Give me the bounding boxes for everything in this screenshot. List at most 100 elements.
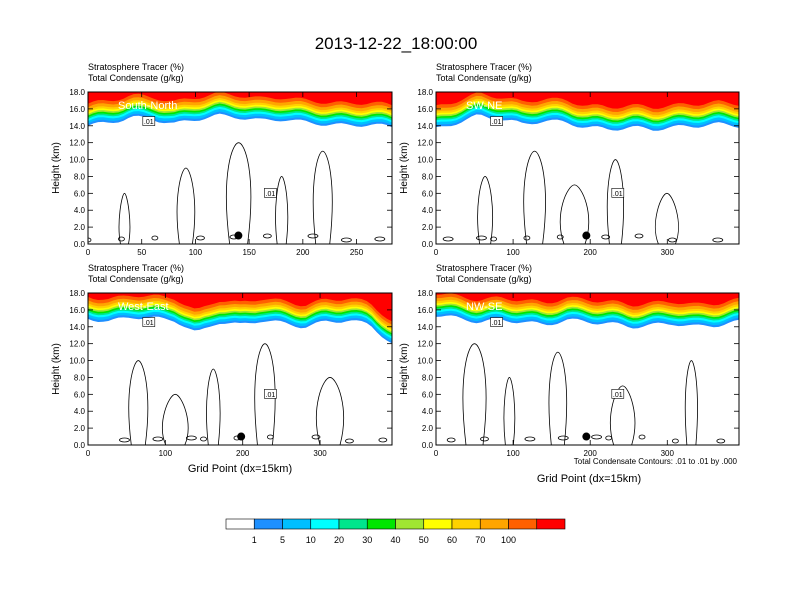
x-tick-label: 200 <box>584 248 598 257</box>
tracer-band <box>436 293 739 307</box>
contour-blob <box>185 435 197 441</box>
contour-blob <box>591 434 602 440</box>
contour-line <box>684 360 698 445</box>
contour-blob <box>200 436 207 442</box>
y-tick-label: 4.0 <box>422 407 434 416</box>
contour-blob <box>638 434 646 440</box>
contour-line <box>118 192 131 244</box>
colorbar-label: 20 <box>334 535 344 545</box>
contour-blob <box>311 434 321 440</box>
y-tick-label: 14.0 <box>417 323 433 332</box>
contour-blob <box>374 236 386 242</box>
tracer-field <box>436 293 739 329</box>
tracer-field <box>436 92 739 131</box>
contour-note: Total Condensate Contours: .01 to .01 by… <box>574 457 738 466</box>
y-tick-label: 6.0 <box>422 189 434 198</box>
y-tick-label: 16.0 <box>69 306 85 315</box>
x-tick-label: 50 <box>137 248 146 257</box>
contour-blob <box>490 236 497 242</box>
y-tick-label: 8.0 <box>422 172 434 181</box>
tracer-band <box>88 293 392 322</box>
x-tick-label: 0 <box>434 248 439 257</box>
panels: .01 .01 South-North 0.0 2.0 4.0 6.0 8.0 10.0 12.0… <box>51 62 740 458</box>
panel-header-condensate: Total Condensate (g/kg) <box>436 73 532 83</box>
contour-label: .01 <box>266 191 276 198</box>
tracer-band <box>88 92 392 106</box>
y-tick-label: 12.0 <box>417 340 433 349</box>
colorbar-swatch <box>253 518 283 530</box>
x-tick-label: 150 <box>242 248 256 257</box>
contour-label: .01 <box>492 119 502 126</box>
contour-blob <box>556 234 564 240</box>
contour-line <box>606 159 624 244</box>
x-tick-label: 100 <box>159 449 173 458</box>
panel-header-tracer: Stratosphere Tracer (%) <box>436 62 532 72</box>
contour-blob <box>119 437 130 443</box>
panel-west-east: .01 .01 West-East 0.0 2.0 4.0 6.0 8.0 10.0 12.0 14… <box>51 263 393 458</box>
x-tick-label: 200 <box>236 449 250 458</box>
y-tick-label: 14.0 <box>69 323 85 332</box>
contour-blob <box>446 437 456 443</box>
y-tick-label: 14.0 <box>417 122 433 131</box>
section-name: South-North <box>118 100 177 112</box>
y-tick-label: 2.0 <box>422 223 434 232</box>
contour-line <box>477 176 493 244</box>
y-tick-label: 8.0 <box>74 373 86 382</box>
figure-title: 2013-12-22_18:00:00 <box>315 34 478 53</box>
contour-blob <box>378 437 388 443</box>
contour-blob <box>262 233 272 239</box>
y-axis-label: Height (km) <box>51 343 62 395</box>
colorbar-swatch <box>508 518 538 530</box>
x-tick-label: 250 <box>350 248 364 257</box>
contour-label-box <box>611 389 625 399</box>
colorbar-swatch <box>366 518 396 530</box>
y-axis-label: Height (km) <box>399 343 410 395</box>
y-tick-label: 18.0 <box>417 289 433 298</box>
y-tick-label: 4.0 <box>74 206 86 215</box>
y-tick-label: 18.0 <box>417 88 433 97</box>
y-axis-label: Height (km) <box>399 142 410 194</box>
y-tick-label: 4.0 <box>74 407 86 416</box>
x-tick-label: 100 <box>506 449 520 458</box>
contour-label-box <box>490 317 503 327</box>
y-tick-label: 12.0 <box>417 139 433 148</box>
tracer-field <box>88 293 392 344</box>
colorbar-label: 60 <box>447 535 457 545</box>
contour-blob <box>476 235 487 241</box>
contour-line <box>225 142 252 244</box>
contour-label: .01 <box>492 320 502 327</box>
contour-label-box <box>264 389 277 399</box>
colorbar-label: 10 <box>306 535 316 545</box>
condensate-contours <box>446 343 726 445</box>
contour-line <box>161 393 189 445</box>
plot-frame <box>435 292 740 446</box>
x-tick-label: 0 <box>86 449 91 458</box>
y-tick-label: 10.0 <box>417 357 433 366</box>
y-tick-label: 2.0 <box>422 424 434 433</box>
tracer-band <box>88 293 392 325</box>
y-tick-label: 8.0 <box>422 373 434 382</box>
colorbar-label: 40 <box>390 535 400 545</box>
contour-blob <box>716 438 726 444</box>
location-marker <box>234 231 243 240</box>
contour-blob <box>196 235 205 241</box>
y-tick-label: 6.0 <box>74 390 86 399</box>
x-tick-label: 300 <box>661 248 675 257</box>
y-tick-label: 18.0 <box>69 88 85 97</box>
contour-line <box>610 385 636 445</box>
contour-label-box <box>490 116 503 126</box>
panel-header-tracer: Stratosphere Tracer (%) <box>88 62 184 72</box>
contour-line <box>312 150 333 244</box>
x-tick-label: 300 <box>661 449 675 458</box>
y-tick-label: 10.0 <box>417 156 433 165</box>
contour-label-box <box>264 188 277 198</box>
y-tick-label: 0.0 <box>74 441 86 450</box>
colorbar-label: 50 <box>419 535 429 545</box>
contour-blob <box>345 438 354 444</box>
colorbar-swatch <box>395 518 425 530</box>
contour-line <box>206 368 221 445</box>
contour-line <box>559 184 590 244</box>
contour-line <box>503 377 516 445</box>
panel-header-condensate: Total Condensate (g/kg) <box>88 73 184 83</box>
